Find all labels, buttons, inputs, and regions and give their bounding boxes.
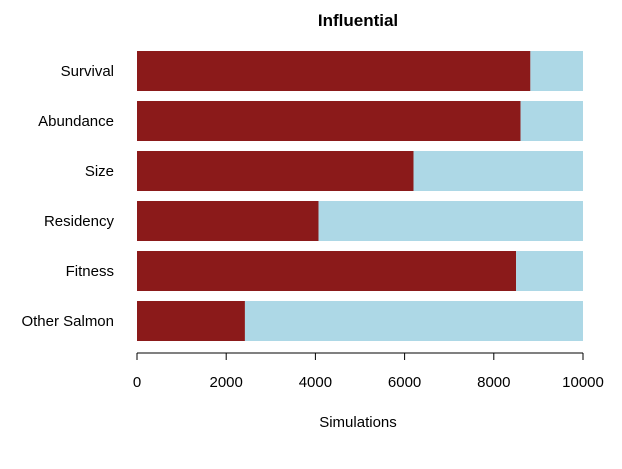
category-labels: Survival Abundance Size Residency Fitness Oth… [21, 63, 114, 330]
bar-segment-residency-2 [318, 201, 583, 241]
category-label-abundance: Abundance [38, 113, 114, 130]
bar-segment-survival-1 [137, 51, 531, 91]
bar-segment-residency-1 [137, 201, 319, 241]
x-tick-label-6000: 6000 [388, 374, 421, 391]
x-tick-label-0: 0 [133, 374, 141, 391]
bar-segment-abundance-1 [137, 101, 521, 141]
category-label-residency: Residency [44, 213, 115, 230]
bar-segment-other-salmon-2 [244, 301, 583, 341]
bar-segment-other-salmon-1 [137, 301, 245, 341]
bars-group [137, 51, 583, 341]
x-tick-label-4000: 4000 [299, 374, 332, 391]
category-label-other-salmon: Other Salmon [21, 313, 114, 330]
bar-segment-abundance-2 [520, 101, 583, 141]
category-label-fitness: Fitness [66, 263, 114, 280]
chart-title: Influential [318, 11, 398, 30]
x-tick-label-8000: 8000 [477, 374, 510, 391]
x-tick-label-2000: 2000 [210, 374, 243, 391]
category-label-size: Size [85, 163, 114, 180]
bar-segment-fitness-2 [516, 251, 583, 291]
bar-segment-size-1 [137, 151, 414, 191]
x-axis: 0 2000 4000 6000 8000 10000 [133, 352, 604, 391]
x-axis-title: Simulations [319, 414, 397, 431]
bar-segment-survival-2 [530, 51, 583, 91]
bar-segment-fitness-1 [137, 251, 517, 291]
category-label-survival: Survival [61, 63, 114, 80]
bar-segment-size-2 [413, 151, 583, 191]
x-tick-label-10000: 10000 [562, 374, 604, 391]
